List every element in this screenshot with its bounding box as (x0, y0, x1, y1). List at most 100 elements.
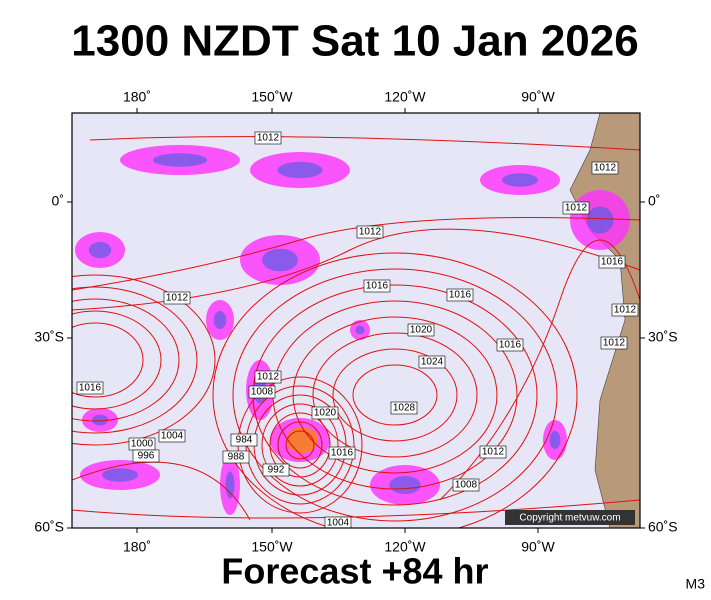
isobar (232, 268, 558, 522)
lat-label: 60˚S (648, 519, 678, 535)
isobar-label: 1016 (601, 257, 624, 268)
lon-label: 120˚W (384, 539, 426, 555)
precip-core (502, 173, 538, 187)
precip-core (153, 153, 207, 167)
isobar-label: 1020 (410, 325, 433, 336)
isobar-label-box (248, 385, 276, 399)
isobar-label-box (132, 449, 160, 463)
isobar-label-box (324, 516, 352, 528)
isobar-label-box (562, 201, 590, 215)
lat-label: 30˚S (34, 329, 64, 345)
precip-core (355, 325, 365, 335)
isobar-label-box (163, 291, 191, 305)
isobar-label: 1016 (449, 290, 472, 301)
precip-core (277, 161, 323, 179)
lon-label: 120˚W (384, 89, 426, 105)
precip-core (549, 431, 561, 449)
isobar-label: 1012 (565, 203, 588, 214)
isobar-label-box (446, 288, 474, 302)
isobar (212, 252, 578, 528)
isobar (352, 364, 438, 426)
isobar (89, 136, 640, 151)
isobar-label: 1008 (455, 480, 478, 491)
isobar (292, 316, 498, 474)
isobar-label: 1012 (359, 227, 382, 238)
isobar (269, 412, 331, 478)
precip-core (262, 248, 298, 272)
isobar-label-box (311, 406, 339, 420)
isobar (285, 430, 315, 460)
precip-core (91, 414, 109, 426)
isobar-label: 1004 (327, 518, 350, 529)
isobar-label-box (230, 433, 258, 447)
isobar-label: 1016 (499, 340, 522, 351)
isobar-label: 1012 (257, 372, 280, 383)
isobar-label-box (158, 429, 186, 443)
isobar-label-box (479, 445, 507, 459)
isobar-label-box (390, 401, 418, 415)
map-frame (71, 112, 641, 529)
isobar-label-box (600, 336, 628, 350)
isobar-label-box (254, 131, 282, 145)
lon-label: 150˚W (251, 539, 293, 555)
isobar (72, 298, 180, 422)
lat-label: 30˚S (648, 329, 678, 345)
isobar-label: 1012 (482, 447, 505, 458)
isobar-label: 1004 (161, 431, 184, 442)
precip-core (102, 468, 138, 482)
isobar (72, 217, 640, 291)
isobar-label: 1012 (166, 293, 189, 304)
precip-core (389, 476, 421, 494)
isobar-label-box (76, 381, 104, 395)
isobar-label-box (328, 446, 356, 460)
isobar (332, 348, 458, 442)
isobar (72, 310, 162, 410)
isobar-label: 984 (236, 435, 253, 446)
isobar-label: 988 (228, 452, 245, 463)
isobar-label: 1012 (614, 305, 637, 316)
isobar-label: 1024 (421, 357, 444, 368)
isobar-label: 1016 (366, 281, 389, 292)
precip-core (88, 241, 112, 259)
precip-core (213, 311, 227, 329)
isobar-label: 1020 (314, 408, 337, 419)
lon-label: 180˚ (123, 89, 151, 105)
lon-label: 150˚W (251, 89, 293, 105)
isobar (72, 286, 198, 434)
map-layer: 1012 1012 1012 1016 1012 1016 1016 1012 1020 1012… (72, 113, 640, 529)
precip-core (586, 206, 614, 234)
isobar-label: 992 (268, 465, 285, 476)
isobar-label: 1016 (331, 448, 354, 459)
lon-label: 90˚W (521, 539, 555, 555)
forecast: Forecast +84 hr (221, 551, 488, 592)
precip-core (225, 471, 235, 499)
isobar-label: 1012 (603, 338, 626, 349)
isobar-label-box (262, 463, 290, 477)
isobar-label: 1012 (594, 163, 617, 174)
isobar-label-box (496, 338, 524, 352)
isobar-label: 1016 (79, 383, 102, 394)
isobar-label-box (254, 370, 282, 384)
isobar (312, 332, 478, 458)
isobar (72, 322, 144, 398)
title: 1300 NZDT Sat 10 Jan 2026 (71, 17, 638, 66)
isobar (72, 461, 251, 521)
isobar-label: 1028 (393, 403, 416, 414)
isobar-label-box (452, 478, 480, 492)
isobar-label-box (611, 303, 639, 317)
isobar-label-box (598, 255, 626, 269)
isobar (72, 274, 216, 446)
isobar-label: 1000 (131, 439, 154, 450)
isobar-label-box (222, 450, 250, 464)
isobar-label-box (356, 225, 384, 239)
copyright: Copyright metvuw.com (519, 513, 620, 524)
lat-label: 60˚S (34, 519, 64, 535)
isobar-label-box (418, 355, 446, 369)
isobar (277, 421, 323, 469)
lon-label: 90˚W (521, 89, 555, 105)
lat-label: 0˚ (52, 193, 64, 209)
copyright-box (505, 510, 635, 525)
lat-label: 0˚ (648, 193, 660, 209)
isobar-label-box (591, 161, 619, 175)
